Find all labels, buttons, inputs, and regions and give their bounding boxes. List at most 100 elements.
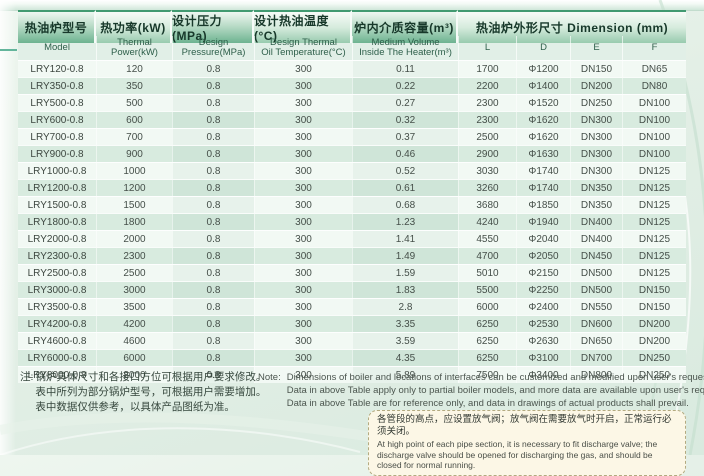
table-cell: 1700 (458, 61, 516, 77)
table-cell: 2500 (458, 129, 516, 145)
table-cell: 0.8 (172, 299, 254, 315)
left-accent-line (0, 49, 17, 51)
table-cell: 700 (96, 129, 172, 145)
table-cell: 2300 (458, 95, 516, 111)
table-cell: 1500 (96, 197, 172, 213)
table-row: LRY120-0.8 120 0.8 300 0.11 1700 Φ1200 DN150 DN6… (18, 60, 686, 77)
table-cell: 6250 (458, 350, 516, 366)
header-col-E: E (570, 36, 622, 60)
table-cell: DN300 (570, 163, 622, 179)
table-cell: 0.8 (172, 197, 254, 213)
notes-english: Note: Dimensions of boiler and locations… (258, 371, 704, 410)
table-cell: DN250 (622, 350, 686, 366)
table-cell: 120 (96, 61, 172, 77)
table-cell: DN125 (622, 214, 686, 230)
table-cell: 6000 (458, 299, 516, 315)
table-cell: Φ1850 (516, 197, 570, 213)
model-cell: LRY350-0.8 (30, 80, 84, 92)
table-cell: 0.8 (172, 231, 254, 247)
table-cell: 300 (254, 163, 352, 179)
table-cell: DN150 (570, 61, 622, 77)
note-line: Dimensions of boiler and locations of in… (286, 372, 704, 383)
notes-chinese: 注: 锅炉具体尺寸和各接口方位可根据用户要求修改。 表中所列为部分锅炉型号，可根… (20, 370, 266, 415)
table-cell: DN100 (622, 95, 686, 111)
notes-en-label: Note: (258, 372, 281, 383)
header-pressure-cn: 设计压力(MPa) (172, 10, 254, 43)
table-cell: DN550 (570, 299, 622, 315)
table-cell: 4600 (96, 333, 172, 349)
table-cell: DN100 (622, 146, 686, 162)
table-cell: 6250 (458, 316, 516, 332)
table-cell: Φ1620 (516, 129, 570, 145)
table-cell: 300 (254, 129, 352, 145)
table-row: LRY2000-0.8 2000 0.8 300 1.41 4550 Φ2040 DN400 D… (18, 230, 686, 247)
table-rows: LRY120-0.8 120 0.8 300 0.11 1700 Φ1200 DN150 DN6… (18, 60, 686, 383)
table-cell: 300 (254, 95, 352, 111)
table-cell: DN200 (622, 316, 686, 332)
boiler-spec-table: 热油炉型号 热功率(kW) 设计压力(MPa) 设计热油温度(°C) 炉内介质容… (18, 10, 686, 383)
table-row: LRY1500-0.8 1500 0.8 300 0.68 3680 Φ1850 DN350 D… (18, 196, 686, 213)
table-row: LRY500-0.8 500 0.8 300 0.27 2300 Φ1520 DN250 DN1… (18, 94, 686, 111)
table-cell: 900 (96, 146, 172, 162)
table-cell: 2300 (96, 248, 172, 264)
table-cell: DN650 (570, 333, 622, 349)
table-cell: 300 (254, 367, 352, 383)
left-light-strip (0, 0, 16, 455)
table-cell: DN450 (570, 248, 622, 264)
model-cell: LRY600-0.8 (30, 114, 84, 126)
table-cell: 0.8 (172, 333, 254, 349)
header-pressure-en: Design Pressure(MPa) (172, 36, 254, 60)
table-row: LRY8000-0.8 8000 0.8 300 5.89 7500 Φ3400 DN800 D… (18, 366, 686, 383)
table-row: LRY4600-0.8 4600 0.8 300 3.59 6250 Φ2630 DN650 D… (18, 332, 686, 349)
table-cell: 7500 (458, 367, 516, 383)
model-cell: LRY6000-0.8 (27, 352, 87, 364)
header-dimension-cn: 热油炉外形尺寸 Dimension (mm) (458, 10, 686, 43)
table-header-row-cn: 热油炉型号 热功率(kW) 设计压力(MPa) 设计热油温度(°C) 炉内介质容… (18, 10, 686, 43)
table-cell: Φ2530 (516, 316, 570, 332)
table-cell: 0.22 (352, 78, 458, 94)
table-cell: DN125 (622, 197, 686, 213)
table-row: LRY700-0.8 700 0.8 300 0.37 2500 Φ1620 DN300 DN1… (18, 128, 686, 145)
table-cell: 0.8 (172, 180, 254, 196)
table-cell: DN125 (622, 163, 686, 179)
table-cell: DN125 (622, 180, 686, 196)
table-cell: 1.23 (352, 214, 458, 230)
table-cell: DN350 (570, 180, 622, 196)
table-cell: DN300 (570, 129, 622, 145)
table-cell: 300 (254, 214, 352, 230)
table-cell: 500 (96, 95, 172, 111)
table-cell: 300 (254, 248, 352, 264)
table-cell: 1800 (96, 214, 172, 230)
table-cell: 0.61 (352, 180, 458, 196)
model-cell: LRY1800-0.8 (27, 216, 87, 228)
table-cell: DN100 (622, 112, 686, 128)
table-cell: 2300 (458, 112, 516, 128)
table-cell: 1.41 (352, 231, 458, 247)
table-row: LRY350-0.8 350 0.8 300 0.22 2200 Φ1400 DN200 DN8… (18, 77, 686, 94)
model-cell: LRY8000-0.8 (27, 369, 87, 381)
table-row: LRY2500-0.8 2500 0.8 300 1.59 5010 Φ2150 DN500 D… (18, 264, 686, 281)
table-cell: Φ1620 (516, 112, 570, 128)
table-cell: 5010 (458, 265, 516, 281)
table-cell: Φ1520 (516, 95, 570, 111)
table-cell: 0.32 (352, 112, 458, 128)
table-cell: 3000 (96, 282, 172, 298)
table-cell: DN250 (570, 95, 622, 111)
table-cell: Φ2400 (516, 299, 570, 315)
model-cell: LRY3000-0.8 (27, 284, 87, 296)
table-cell: DN500 (570, 282, 622, 298)
table-cell: 600 (96, 112, 172, 128)
table-cell: 0.8 (172, 367, 254, 383)
table-row: LRY3500-0.8 3500 0.8 300 2.8 6000 Φ2400 DN550 DN… (18, 298, 686, 315)
table-cell: 3.35 (352, 316, 458, 332)
table-cell: DN125 (622, 265, 686, 281)
table-cell: Φ2040 (516, 231, 570, 247)
table-cell: 2000 (96, 231, 172, 247)
table-cell: 4200 (96, 316, 172, 332)
table-cell: 300 (254, 350, 352, 366)
table-cell: DN400 (570, 214, 622, 230)
model-cell: LRY500-0.8 (30, 97, 84, 109)
table-cell: 3680 (458, 197, 516, 213)
table-cell: 5.89 (352, 367, 458, 383)
